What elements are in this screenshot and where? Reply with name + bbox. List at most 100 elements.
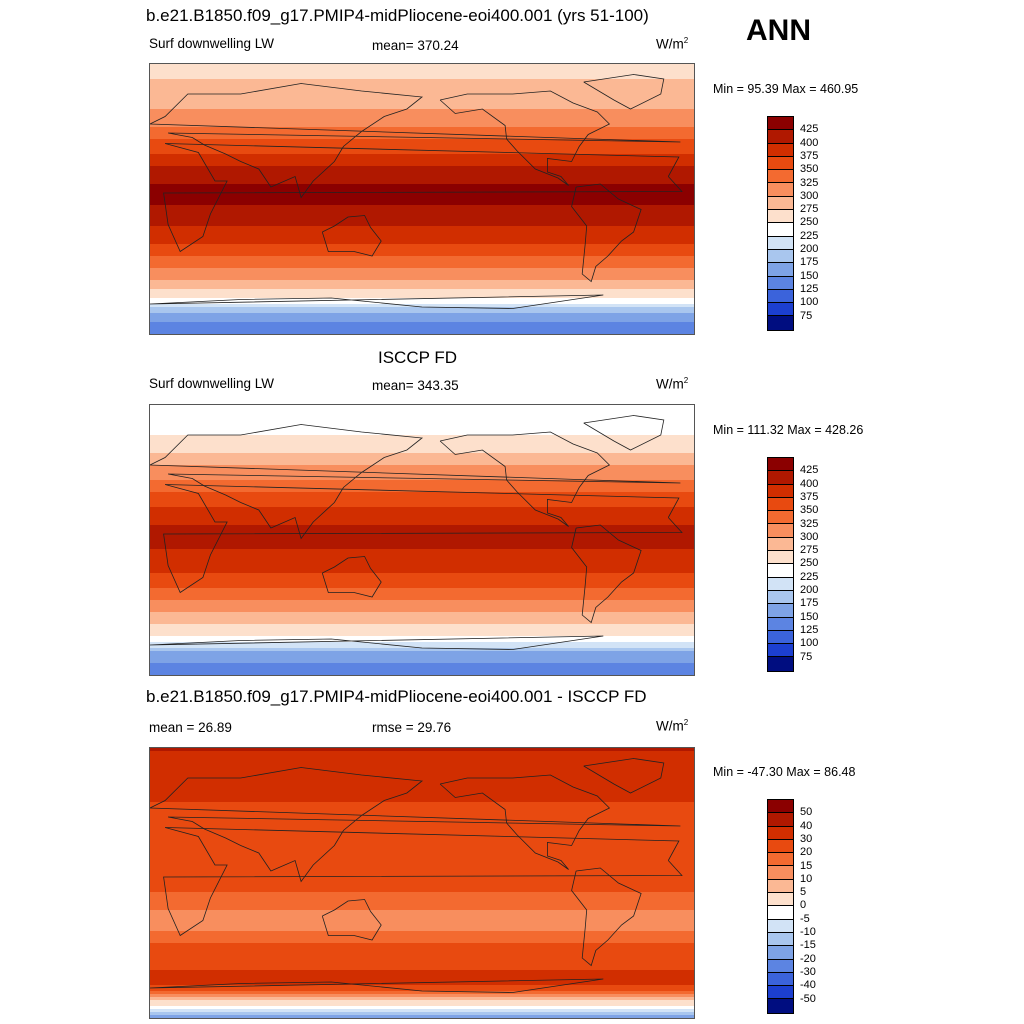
lat-band <box>150 100 694 104</box>
lat-band <box>150 958 694 962</box>
lat-band <box>150 931 694 935</box>
lat-band <box>150 316 694 320</box>
lat-band <box>150 124 694 128</box>
lat-band <box>150 567 694 571</box>
lat-band <box>150 214 694 218</box>
lat-band <box>150 414 694 418</box>
lat-band <box>150 648 694 652</box>
lat-band <box>150 94 694 98</box>
lat-band <box>150 976 694 980</box>
lat-band <box>150 669 694 673</box>
colorbar-tick-label: 30 <box>800 832 813 845</box>
lat-band <box>150 817 694 821</box>
lat-band <box>150 543 694 547</box>
lat-band <box>150 811 694 815</box>
lat-band <box>150 295 694 299</box>
colorbar-cell <box>768 223 793 237</box>
lat-band <box>150 892 694 896</box>
lat-band <box>150 247 694 251</box>
lat-band <box>150 766 694 770</box>
lat-band <box>150 672 694 675</box>
panel1-units: W/m2 <box>656 36 689 52</box>
colorbar-tick-label: 200 <box>800 243 819 255</box>
lat-band <box>150 142 694 146</box>
lat-band <box>150 868 694 872</box>
lat-band <box>150 1000 694 1004</box>
lat-band <box>150 495 694 499</box>
lat-band <box>150 235 694 239</box>
colorbar-tick-label: 150 <box>800 269 819 282</box>
lat-band <box>150 331 694 334</box>
lat-band <box>150 579 694 583</box>
lat-band <box>150 633 694 637</box>
lat-band <box>150 763 694 767</box>
colorbar-cell <box>768 657 793 671</box>
lat-band <box>150 877 694 881</box>
lat-band <box>150 82 694 86</box>
lat-band <box>150 886 694 890</box>
colorbar-tick-label: 425 <box>800 123 819 136</box>
lat-band <box>150 790 694 794</box>
colorbar-cell <box>768 853 793 867</box>
colorbar-cell <box>768 986 793 1000</box>
lat-band <box>150 585 694 589</box>
lat-band <box>150 223 694 227</box>
colorbar-tick-label: 175 <box>800 256 819 269</box>
lat-band <box>150 570 694 574</box>
continent-outline <box>150 83 681 199</box>
lat-band <box>150 757 694 761</box>
lat-band <box>150 97 694 101</box>
lat-band <box>150 973 694 977</box>
panel3-rmse: rmse = 29.76 <box>372 720 452 735</box>
lat-band <box>150 651 694 655</box>
lat-band <box>150 483 694 487</box>
lat-band <box>150 103 694 107</box>
lat-band <box>150 301 694 305</box>
lat-band <box>150 435 694 439</box>
continent-outline <box>439 774 611 870</box>
colorbar-tick-label: -30 <box>800 965 816 978</box>
lat-band <box>150 961 694 965</box>
lat-band <box>150 313 694 317</box>
lat-band <box>150 507 694 511</box>
lat-band <box>150 943 694 947</box>
lat-band <box>150 576 694 580</box>
lat-band <box>150 663 694 667</box>
lat-band <box>150 423 694 427</box>
lat-band <box>150 438 694 442</box>
lat-band <box>150 468 694 472</box>
lat-band <box>150 895 694 899</box>
colorbar-cell <box>768 826 793 840</box>
colorbar-cell <box>768 196 793 211</box>
colorbar-cell <box>768 800 793 814</box>
lat-band <box>150 310 694 314</box>
panel1-colorbar <box>767 116 794 331</box>
continent-outline <box>150 767 681 883</box>
lat-band <box>150 154 694 158</box>
lat-band <box>150 925 694 929</box>
lat-band <box>150 91 694 95</box>
lat-band <box>150 582 694 586</box>
lat-band <box>150 531 694 535</box>
colorbar-tick-label: 350 <box>800 504 819 517</box>
colorbar-cell <box>768 210 793 224</box>
lat-band <box>150 847 694 851</box>
lat-band <box>150 600 694 604</box>
colorbar-cell <box>768 630 793 645</box>
continent-outline <box>163 827 683 937</box>
lat-band <box>150 642 694 646</box>
lat-band <box>150 516 694 520</box>
lat-band <box>150 504 694 508</box>
lat-band <box>150 489 694 493</box>
lat-band <box>150 163 694 167</box>
colorbar-tick-label: 100 <box>800 637 819 650</box>
continent-outline <box>439 431 611 527</box>
lat-band <box>150 799 694 803</box>
lat-band <box>150 594 694 598</box>
lat-band <box>150 778 694 782</box>
colorbar-tick-label: 5 <box>800 886 807 899</box>
colorbar-tick-label: 350 <box>800 163 819 176</box>
lat-band <box>150 934 694 938</box>
colorbar-cell <box>768 932 793 947</box>
lat-band <box>150 199 694 203</box>
